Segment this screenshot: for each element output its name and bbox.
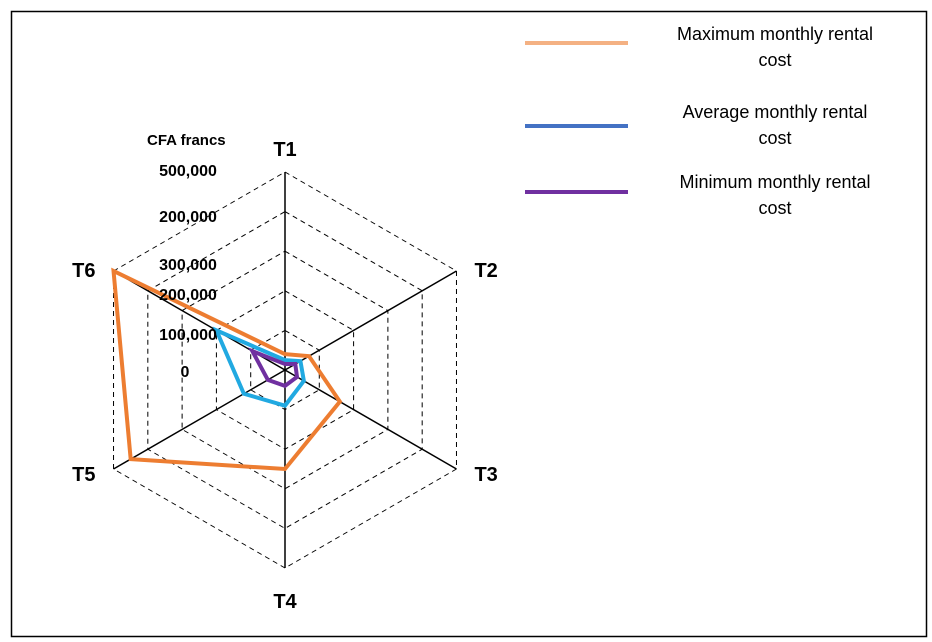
tick-label: 300,000: [159, 257, 217, 274]
tick-label: 500,000: [159, 163, 217, 180]
axis-line-t3: [284, 369, 457, 470]
legend-item: Maximum monthly rental cost: [525, 24, 873, 70]
series-line-minimum: [248, 347, 300, 389]
axis-label-t2: T2: [474, 260, 497, 282]
legend-label: Minimum monthly rental: [679, 172, 870, 192]
series-line-maximum: [111, 267, 343, 472]
axis-label-t1: T1: [273, 139, 296, 161]
radar-tick-labels: 0 100,000 200,000 300,000 200,000 500,000: [159, 163, 217, 381]
axis-label-t6: T6: [72, 260, 95, 282]
tick-label: 200,000: [159, 209, 217, 226]
legend-label: Maximum monthly rental: [677, 24, 873, 44]
tick-label: 100,000: [159, 327, 217, 344]
tick-label: 200,000: [159, 287, 217, 304]
legend-label: cost: [758, 198, 791, 218]
unit-label: CFA francs: [147, 132, 226, 149]
legend-label: Average monthly rental: [683, 102, 868, 122]
axis-label-t5: T5: [72, 464, 95, 486]
axis-label-t3: T3: [474, 464, 497, 486]
chart-border: [10, 10, 928, 638]
legend-item: Minimum monthly rental cost: [525, 172, 871, 218]
axis-label-t4: T4: [273, 591, 297, 613]
radar-axis-labels: T1 T2 T3 T4 T5 T6: [72, 139, 498, 613]
legend-item: Average monthly rental cost: [525, 102, 867, 148]
legend-label: cost: [758, 128, 791, 148]
series-line-average: [212, 326, 306, 408]
legend-label: cost: [758, 50, 791, 70]
axis-line-t2: [284, 270, 457, 371]
radar-series: [111, 267, 343, 472]
axis-line-t5: [113, 369, 286, 470]
tick-label: 0: [181, 364, 190, 381]
